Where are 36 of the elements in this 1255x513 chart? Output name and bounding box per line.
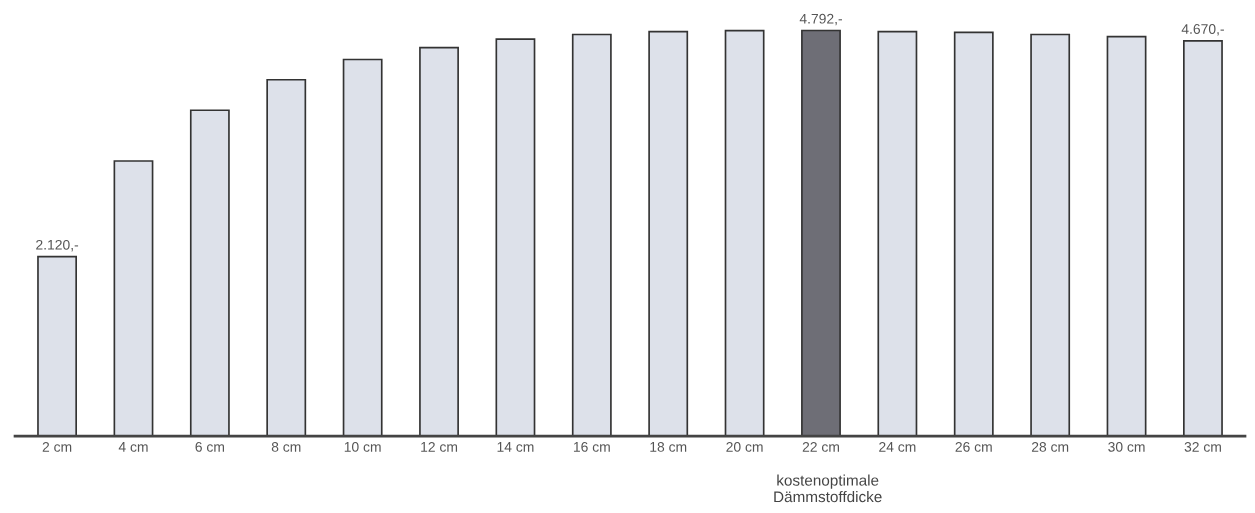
x-tick-label: 8 cm bbox=[271, 441, 301, 452]
bar bbox=[571, 33, 612, 437]
x-tick-label: 4 cm bbox=[118, 442, 148, 452]
bar bbox=[953, 31, 994, 437]
x-tick-label: 24 cm bbox=[879, 441, 916, 452]
data-label: 2.120,- bbox=[36, 239, 79, 252]
bar bbox=[1106, 35, 1147, 437]
x-tick-label: 12 cm bbox=[421, 441, 458, 452]
bar bbox=[801, 29, 841, 437]
bar bbox=[1030, 33, 1071, 437]
bar bbox=[724, 29, 765, 437]
x-tick-label: 18 cm bbox=[650, 441, 687, 452]
bar bbox=[419, 46, 459, 437]
data-label: 4.670,- bbox=[1181, 24, 1224, 36]
bar bbox=[342, 58, 383, 437]
x-tick-label: 6 cm bbox=[195, 441, 224, 452]
x-tick-label: 30 cm bbox=[1108, 441, 1145, 452]
x-tick-label: 26 cm bbox=[955, 441, 992, 452]
x-tick-label: 10 cm bbox=[344, 441, 381, 452]
x-tick-label: 2 cm bbox=[42, 441, 72, 452]
data-label: 4.792,- bbox=[799, 13, 842, 26]
x-tick-label: 16 cm bbox=[573, 441, 610, 452]
x-tick-label: 14 cm bbox=[497, 442, 534, 452]
text: kostenoptimale Dämmstoffdicke bbox=[774, 474, 882, 503]
x-tick-label: 28 cm bbox=[1031, 441, 1069, 452]
bar bbox=[1183, 40, 1223, 437]
x-tick-label: 32 cm bbox=[1184, 441, 1221, 452]
x-tick-label: 20 cm bbox=[726, 441, 763, 452]
bar bbox=[266, 78, 307, 437]
bar bbox=[877, 30, 918, 437]
bar bbox=[113, 160, 154, 437]
bar bbox=[37, 255, 78, 437]
bar bbox=[189, 109, 230, 437]
x-tick-label: 22 cm bbox=[802, 441, 839, 452]
bar bbox=[648, 30, 689, 437]
bar bbox=[495, 38, 536, 437]
